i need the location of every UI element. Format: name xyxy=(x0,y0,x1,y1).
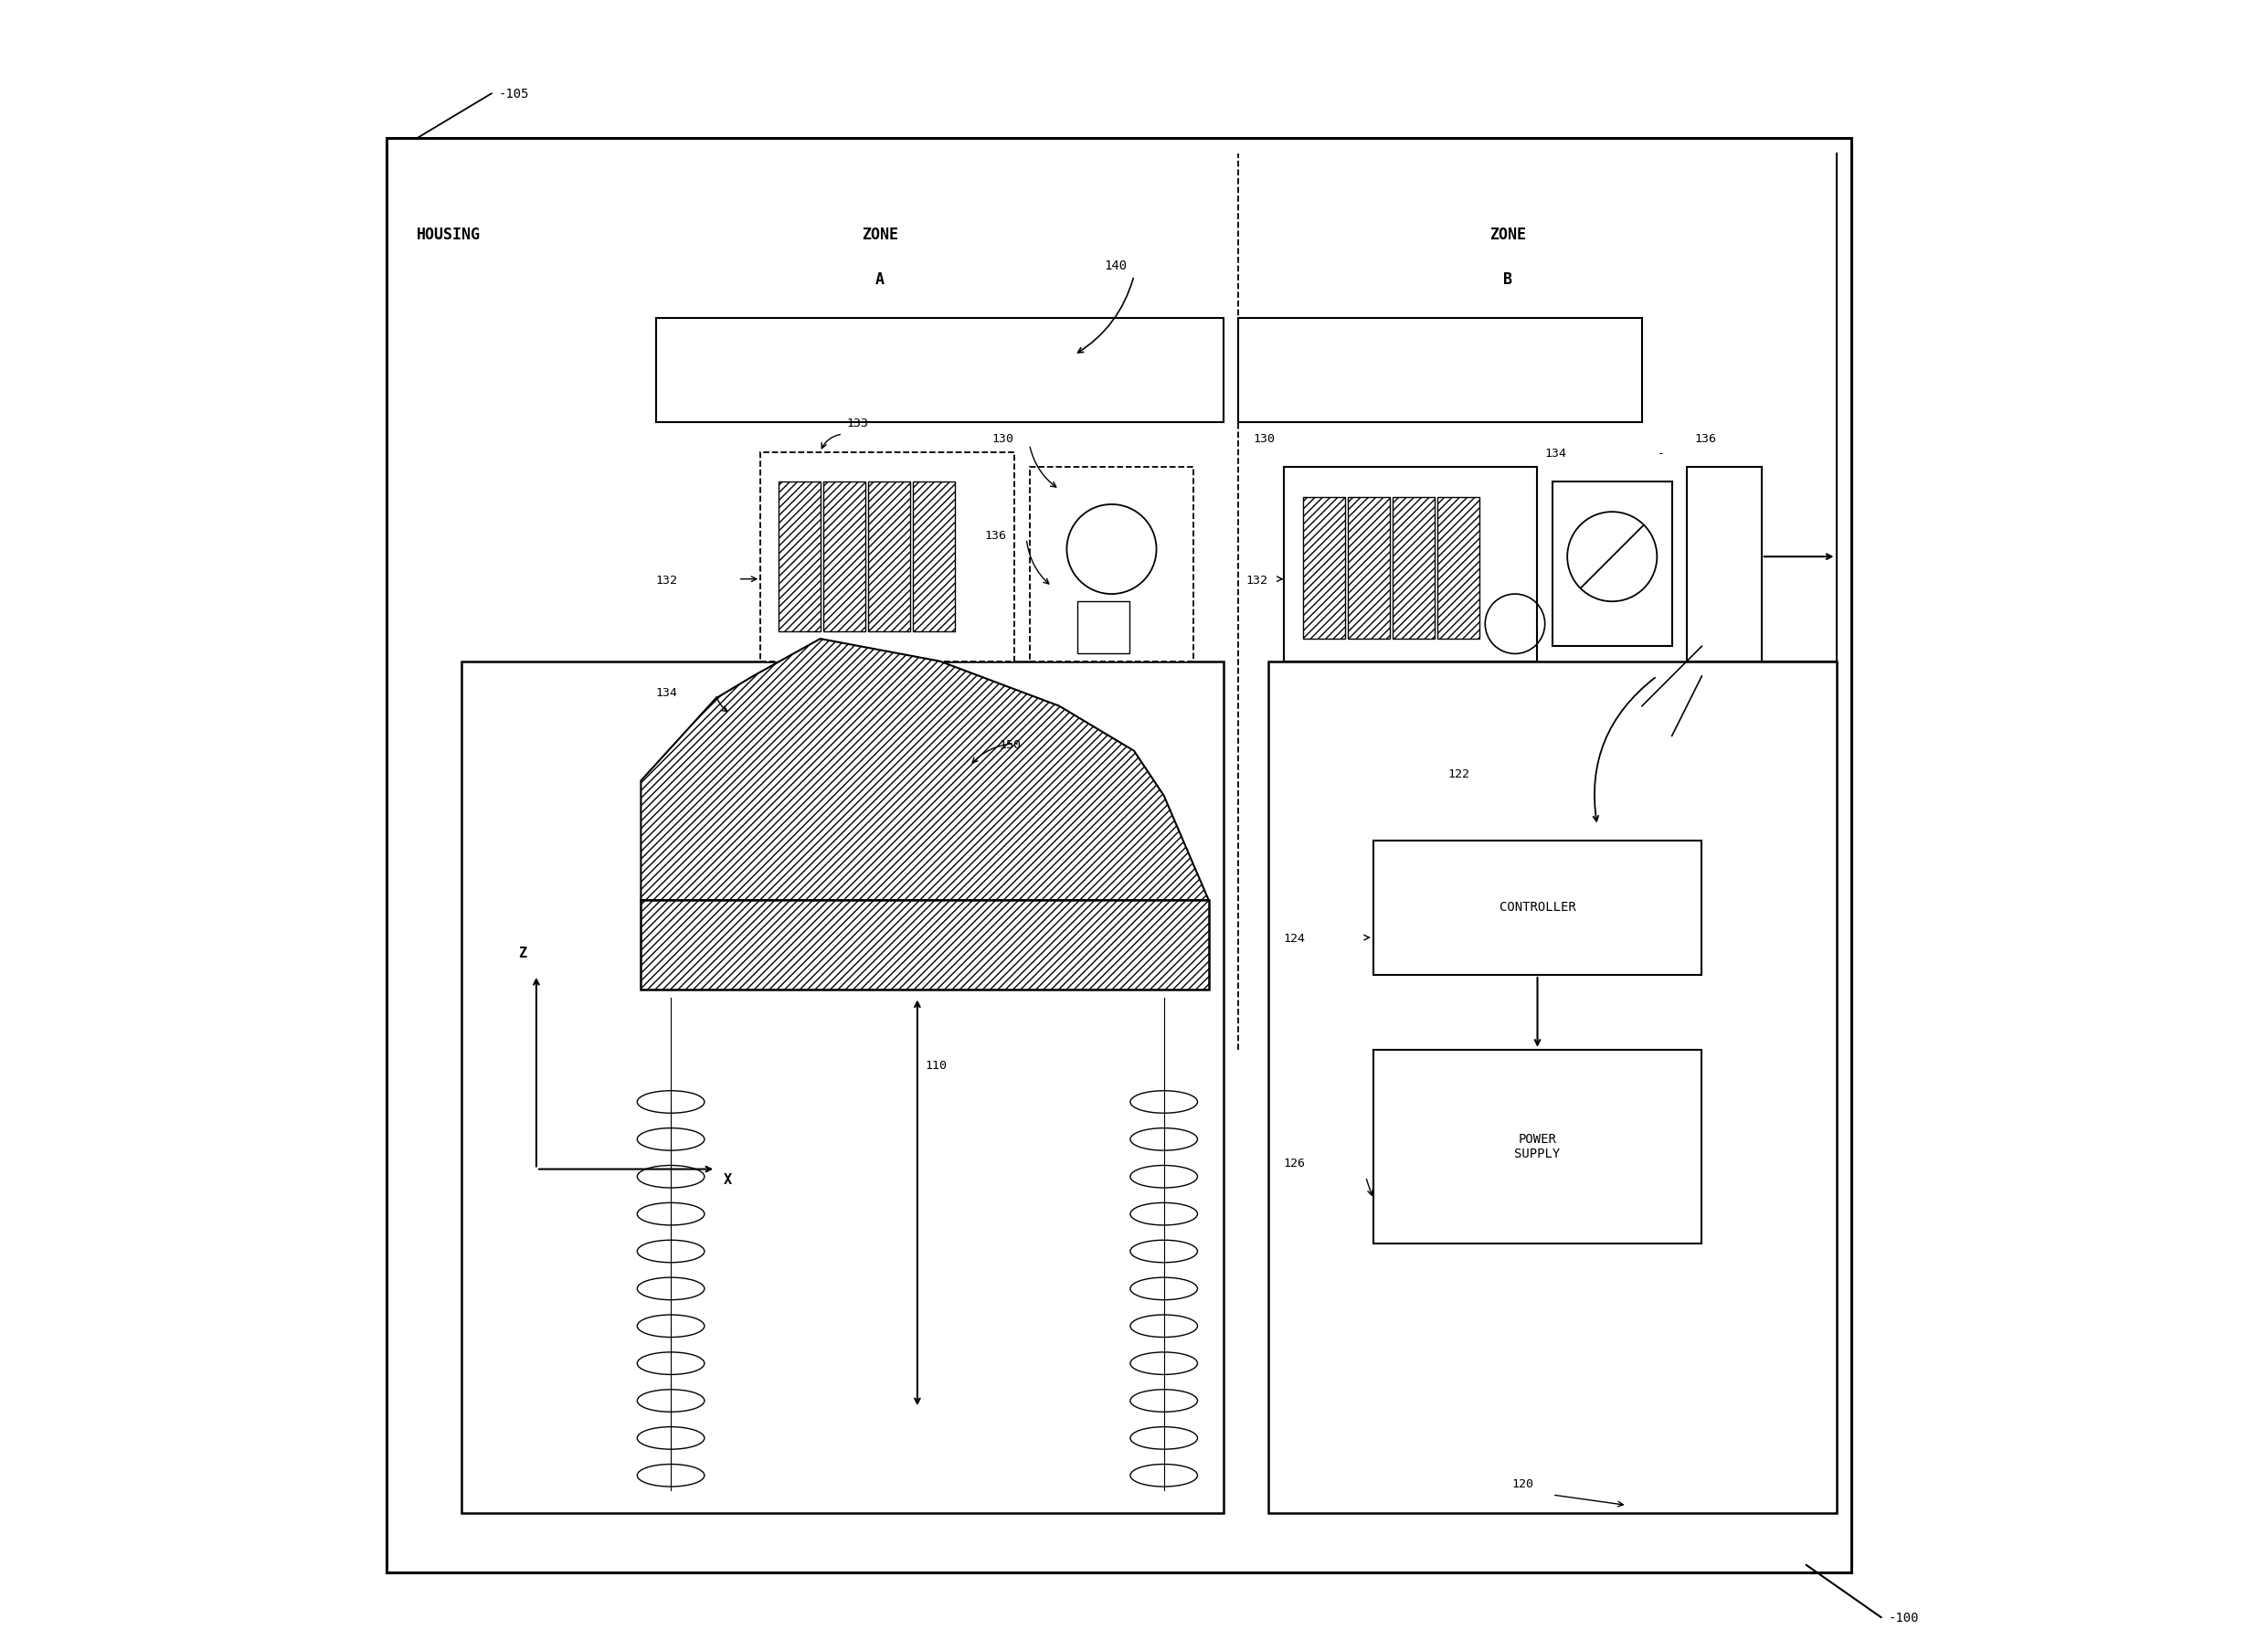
Bar xyxy=(655,317,1225,423)
Polygon shape xyxy=(642,639,1209,900)
Text: -: - xyxy=(1658,447,1665,459)
Text: 110: 110 xyxy=(925,1060,946,1071)
Bar xyxy=(1238,317,1642,423)
Text: 136: 136 xyxy=(984,530,1007,542)
Bar xyxy=(760,452,1014,660)
Text: 134: 134 xyxy=(1545,447,1567,459)
Text: ZONE: ZONE xyxy=(862,226,898,243)
Text: A: A xyxy=(875,271,885,287)
Text: ZONE: ZONE xyxy=(1490,226,1526,243)
Text: CONTROLLER: CONTROLLER xyxy=(1499,901,1576,915)
Bar xyxy=(1284,467,1538,660)
Text: 136: 136 xyxy=(1694,433,1717,444)
Bar xyxy=(1077,601,1129,654)
Text: -100: -100 xyxy=(1889,1611,1919,1625)
Text: X: X xyxy=(723,1174,733,1187)
Text: 132: 132 xyxy=(1245,575,1268,586)
Bar xyxy=(388,139,1851,1572)
Text: 130: 130 xyxy=(991,433,1014,444)
Bar xyxy=(912,482,955,631)
Bar xyxy=(1302,497,1345,639)
Text: POWER
SUPPLY: POWER SUPPLY xyxy=(1515,1133,1560,1161)
Text: 133: 133 xyxy=(846,418,869,429)
Bar xyxy=(778,482,821,631)
Bar xyxy=(1551,482,1672,646)
Text: 140: 140 xyxy=(1105,259,1127,272)
Text: Z: Z xyxy=(519,946,526,959)
Bar xyxy=(1438,497,1479,639)
Bar xyxy=(823,482,864,631)
Text: 134: 134 xyxy=(655,687,678,698)
Bar xyxy=(1372,1050,1701,1243)
Bar xyxy=(1687,467,1762,660)
Text: HOUSING: HOUSING xyxy=(417,226,481,243)
Text: B: B xyxy=(1504,271,1513,287)
Text: 132: 132 xyxy=(655,575,678,586)
Bar xyxy=(1347,497,1390,639)
Bar xyxy=(1030,467,1193,660)
Text: -105: -105 xyxy=(499,88,531,101)
Text: 122: 122 xyxy=(1447,769,1470,781)
Bar xyxy=(869,482,909,631)
Text: 126: 126 xyxy=(1284,1157,1306,1169)
Bar xyxy=(642,900,1209,991)
Bar xyxy=(1372,840,1701,974)
Text: 120: 120 xyxy=(1510,1478,1533,1491)
Text: 124: 124 xyxy=(1284,933,1306,944)
Text: 130: 130 xyxy=(1254,433,1275,444)
Bar xyxy=(1393,497,1433,639)
Bar xyxy=(1268,660,1837,1512)
Bar xyxy=(463,660,1225,1512)
Text: 150: 150 xyxy=(1000,740,1021,751)
